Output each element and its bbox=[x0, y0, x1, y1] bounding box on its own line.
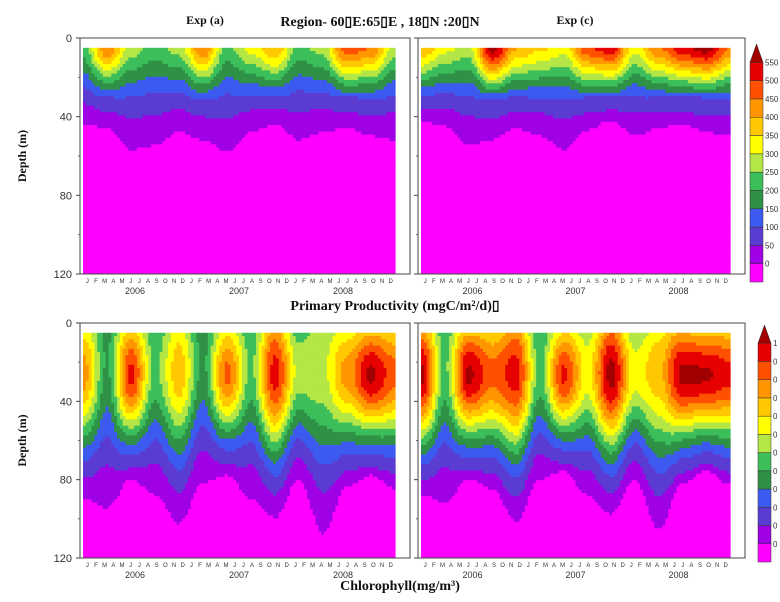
pp-section-title: Primary Productivity (mgC/m²/d)▯ bbox=[290, 299, 499, 314]
exp-a-label: Exp (a) bbox=[186, 13, 224, 27]
exp-c-label: Exp (c) bbox=[557, 13, 594, 27]
chl-section-title: Chlorophyll(mg/m³) bbox=[340, 579, 460, 594]
heatmap-cells bbox=[83, 48, 396, 274]
region-title: Region- 60▯E:65▯E , 18▯N :20▯N bbox=[280, 15, 479, 30]
